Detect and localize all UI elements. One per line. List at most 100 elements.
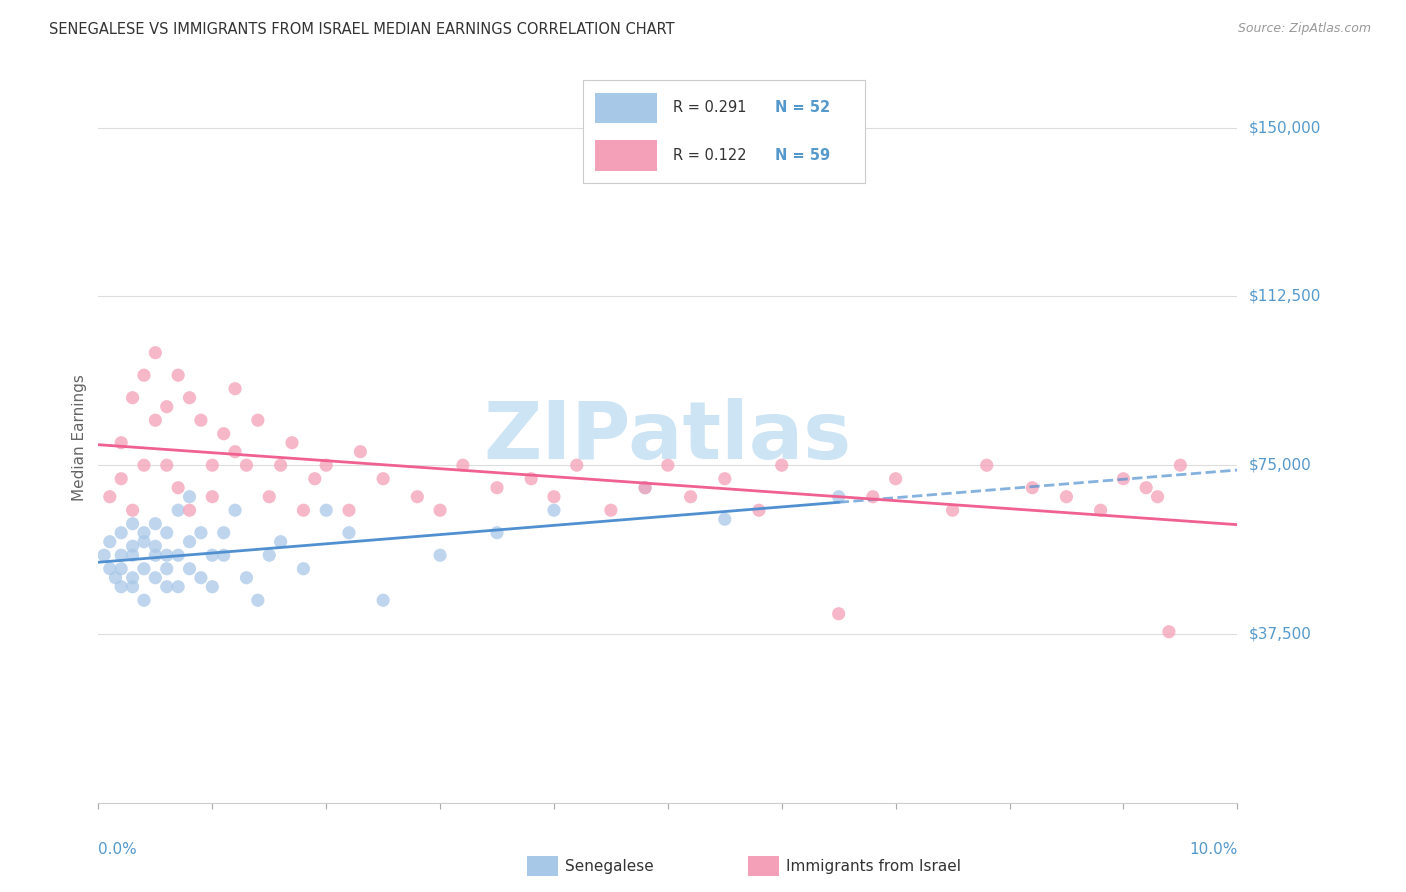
Point bbox=[304, 472, 326, 486]
Point bbox=[429, 503, 451, 517]
Point bbox=[156, 562, 179, 576]
Text: $75,000: $75,000 bbox=[1249, 458, 1312, 473]
Point bbox=[98, 490, 121, 504]
Point bbox=[748, 503, 770, 517]
Point bbox=[121, 516, 143, 531]
Text: $37,500: $37,500 bbox=[1249, 626, 1312, 641]
Point bbox=[543, 503, 565, 517]
Text: Immigrants from Israel: Immigrants from Israel bbox=[786, 859, 960, 873]
Point bbox=[770, 458, 793, 473]
Point bbox=[224, 444, 246, 458]
Point bbox=[110, 548, 132, 562]
Point bbox=[235, 458, 257, 473]
Point bbox=[486, 525, 509, 540]
Point bbox=[349, 444, 371, 458]
Point bbox=[167, 503, 190, 517]
Point bbox=[634, 481, 657, 495]
Point bbox=[201, 458, 224, 473]
Point bbox=[156, 400, 179, 414]
Point bbox=[121, 548, 143, 562]
Point bbox=[1146, 490, 1168, 504]
Text: R = 0.122: R = 0.122 bbox=[673, 148, 747, 162]
Text: Source: ZipAtlas.com: Source: ZipAtlas.com bbox=[1237, 22, 1371, 36]
Point bbox=[1157, 624, 1180, 639]
Point bbox=[714, 472, 737, 486]
Point bbox=[451, 458, 474, 473]
Point bbox=[270, 458, 292, 473]
Point bbox=[201, 548, 224, 562]
Point bbox=[828, 607, 851, 621]
Point bbox=[132, 593, 155, 607]
Point bbox=[190, 571, 212, 585]
Point bbox=[1112, 472, 1135, 486]
Point bbox=[259, 548, 281, 562]
Point bbox=[1170, 458, 1192, 473]
Point bbox=[486, 481, 509, 495]
Point bbox=[145, 571, 167, 585]
Point bbox=[167, 580, 190, 594]
Point bbox=[93, 548, 115, 562]
Point bbox=[281, 435, 304, 450]
Point bbox=[259, 490, 281, 504]
Point bbox=[292, 503, 315, 517]
Point bbox=[145, 413, 167, 427]
Point bbox=[156, 458, 179, 473]
Y-axis label: Median Earnings: Median Earnings bbox=[72, 374, 87, 500]
Text: N = 59: N = 59 bbox=[775, 148, 830, 162]
Point bbox=[98, 534, 121, 549]
Point bbox=[246, 413, 269, 427]
Point bbox=[179, 391, 201, 405]
Point bbox=[104, 571, 127, 585]
Point bbox=[121, 503, 143, 517]
Point bbox=[1090, 503, 1112, 517]
Text: 0.0%: 0.0% bbox=[98, 842, 138, 856]
Point bbox=[212, 525, 235, 540]
Point bbox=[167, 481, 190, 495]
Point bbox=[110, 435, 132, 450]
Point bbox=[679, 490, 702, 504]
Point bbox=[235, 571, 257, 585]
Bar bbox=[595, 140, 657, 170]
Point bbox=[98, 562, 121, 576]
Point bbox=[190, 525, 212, 540]
Text: N = 52: N = 52 bbox=[775, 101, 830, 115]
Bar bbox=[595, 93, 657, 123]
Point bbox=[190, 413, 212, 427]
Point bbox=[132, 534, 155, 549]
Point bbox=[212, 426, 235, 441]
Point bbox=[224, 382, 246, 396]
Point bbox=[167, 548, 190, 562]
Text: $150,000: $150,000 bbox=[1249, 120, 1320, 135]
Point bbox=[315, 458, 337, 473]
Point bbox=[121, 539, 143, 553]
Point bbox=[179, 490, 201, 504]
Point bbox=[828, 490, 851, 504]
Point bbox=[246, 593, 269, 607]
Text: Senegalese: Senegalese bbox=[565, 859, 654, 873]
Point bbox=[1135, 481, 1157, 495]
Point bbox=[179, 562, 201, 576]
Point bbox=[337, 525, 360, 540]
Point bbox=[520, 472, 543, 486]
Point bbox=[110, 562, 132, 576]
Point bbox=[121, 571, 143, 585]
Point bbox=[862, 490, 884, 504]
Text: SENEGALESE VS IMMIGRANTS FROM ISRAEL MEDIAN EARNINGS CORRELATION CHART: SENEGALESE VS IMMIGRANTS FROM ISRAEL MED… bbox=[49, 22, 675, 37]
Point bbox=[121, 580, 143, 594]
Point bbox=[156, 580, 179, 594]
Point bbox=[156, 548, 179, 562]
Point bbox=[429, 548, 451, 562]
Point bbox=[543, 490, 565, 504]
Text: 10.0%: 10.0% bbox=[1189, 842, 1237, 856]
Text: R = 0.291: R = 0.291 bbox=[673, 101, 747, 115]
Point bbox=[110, 580, 132, 594]
Point bbox=[224, 503, 246, 517]
Point bbox=[201, 490, 224, 504]
Point bbox=[121, 391, 143, 405]
Point bbox=[132, 368, 155, 383]
Point bbox=[145, 548, 167, 562]
Point bbox=[657, 458, 679, 473]
Point bbox=[634, 481, 657, 495]
Point bbox=[167, 368, 190, 383]
Point bbox=[714, 512, 737, 526]
